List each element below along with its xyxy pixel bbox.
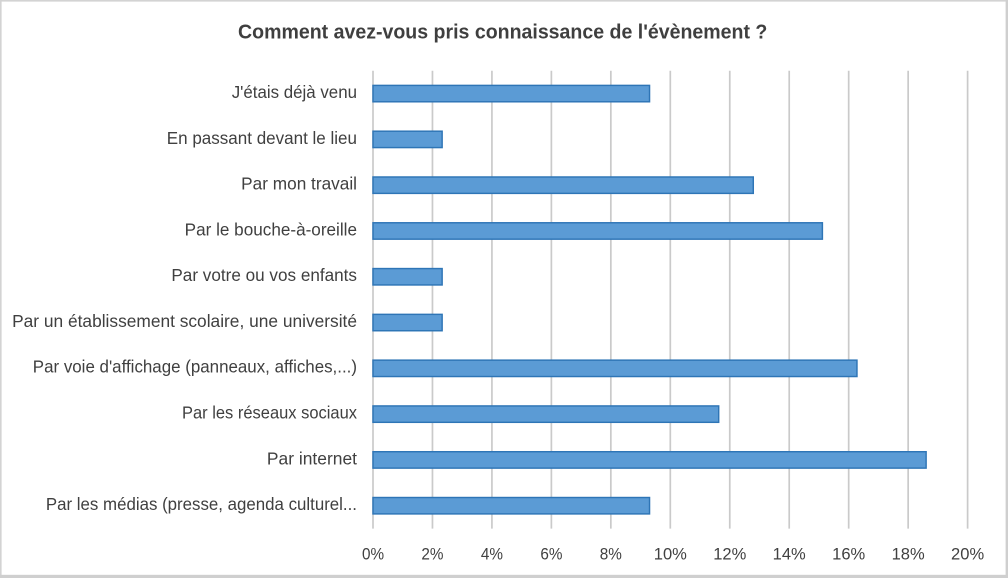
svg-text:4%: 4% [481, 544, 503, 563]
svg-text:Comment avez-vous pris connais: Comment avez-vous pris connaissance de l… [238, 21, 767, 44]
svg-text:J'étais déjà venu: J'étais déjà venu [232, 83, 357, 102]
svg-text:12%: 12% [713, 544, 746, 563]
svg-text:En passant devant le lieu: En passant devant le lieu [167, 129, 357, 148]
svg-text:Par mon travail: Par mon travail [241, 175, 357, 194]
svg-text:Par un établissement scolaire,: Par un établissement scolaire, une unive… [12, 312, 357, 331]
svg-text:2%: 2% [421, 544, 443, 563]
svg-text:6%: 6% [540, 544, 562, 563]
svg-text:20%: 20% [951, 544, 984, 563]
svg-text:Par les médias (presse, agenda: Par les médias (presse, agenda culturel.… [46, 495, 357, 514]
svg-text:10%: 10% [654, 544, 687, 563]
svg-text:Par internet: Par internet [267, 449, 357, 468]
svg-text:18%: 18% [892, 544, 925, 563]
svg-text:Par voie d'affichage (panneaux: Par voie d'affichage (panneaux, affiches… [33, 358, 357, 377]
svg-text:Par les réseaux sociaux: Par les réseaux sociaux [182, 404, 357, 423]
svg-text:Par votre ou vos enfants: Par votre ou vos enfants [171, 266, 357, 285]
svg-text:0%: 0% [362, 544, 384, 563]
svg-text:14%: 14% [773, 544, 806, 563]
svg-text:8%: 8% [600, 544, 622, 563]
svg-text:Par le bouche-à-oreille: Par le bouche-à-oreille [185, 220, 357, 239]
svg-text:16%: 16% [832, 544, 865, 563]
